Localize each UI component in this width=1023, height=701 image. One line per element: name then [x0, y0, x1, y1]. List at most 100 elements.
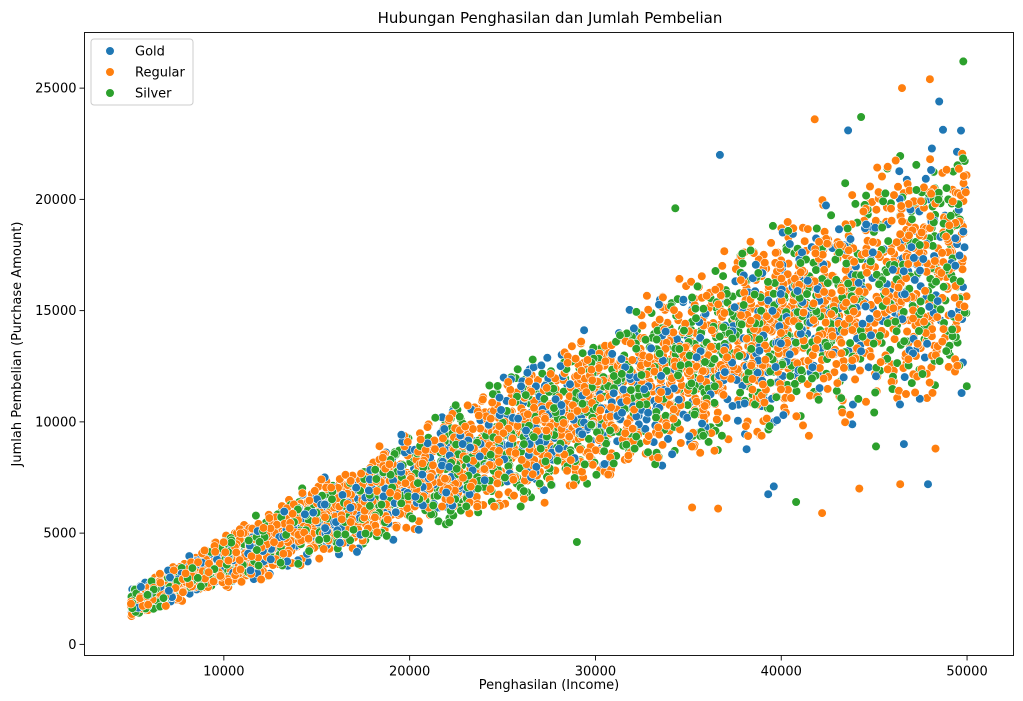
- data-point: [524, 376, 534, 387]
- data-point: [422, 422, 433, 432]
- data-point: [783, 269, 793, 279]
- data-point: [776, 274, 787, 284]
- data-point: [739, 398, 750, 409]
- data-point: [857, 319, 868, 329]
- data-point: [465, 443, 475, 453]
- data-point: [745, 237, 756, 247]
- data-point: [204, 567, 214, 577]
- data-point: [455, 412, 465, 422]
- data-point: [880, 188, 891, 198]
- data-point: [891, 326, 902, 336]
- data-point: [679, 326, 689, 336]
- data-point: [760, 355, 771, 365]
- data-point: [414, 525, 424, 535]
- data-point: [607, 349, 617, 359]
- data-point: [308, 507, 318, 518]
- data-point: [715, 332, 725, 342]
- data-point: [747, 374, 758, 384]
- data-point: [872, 163, 882, 173]
- data-point: [580, 459, 590, 470]
- data-point: [416, 434, 426, 445]
- data-point: [521, 390, 531, 400]
- data-point: [599, 446, 609, 456]
- data-point: [519, 439, 529, 449]
- data-point: [304, 496, 315, 506]
- data-point: [822, 239, 832, 249]
- data-point: [484, 380, 495, 391]
- data-point: [862, 268, 872, 278]
- data-point: [700, 357, 710, 367]
- data-point: [746, 316, 756, 326]
- data-point: [751, 260, 761, 270]
- data-point: [684, 431, 694, 441]
- data-point: [266, 554, 276, 564]
- data-point: [903, 354, 913, 364]
- data-point: [944, 220, 954, 230]
- data-point: [735, 388, 745, 398]
- data-point: [709, 354, 720, 364]
- data-point: [629, 323, 639, 334]
- data-point: [946, 211, 956, 221]
- data-point: [340, 470, 351, 480]
- data-point: [915, 394, 925, 404]
- data-point: [636, 370, 647, 380]
- data-point: [364, 485, 374, 496]
- data-point: [952, 361, 962, 371]
- data-point: [332, 529, 342, 539]
- data-point: [912, 339, 923, 349]
- data-point: [258, 523, 269, 533]
- data-point: [847, 355, 857, 365]
- data-point: [741, 421, 751, 431]
- data-point: [897, 216, 907, 226]
- data-point: [866, 256, 876, 267]
- data-point: [936, 268, 946, 278]
- data-point: [486, 450, 496, 460]
- data-point: [208, 576, 219, 587]
- data-point: [519, 486, 529, 496]
- data-point: [950, 293, 960, 303]
- data-point: [810, 343, 821, 353]
- data-point: [675, 360, 686, 370]
- data-point: [819, 265, 829, 275]
- data-point: [691, 313, 701, 323]
- data-point: [458, 473, 468, 483]
- data-point: [915, 296, 926, 307]
- data-point: [224, 577, 234, 587]
- data-point: [845, 410, 855, 420]
- data-point: [310, 486, 320, 496]
- data-point: [494, 421, 504, 431]
- data-point: [710, 266, 721, 276]
- data-point: [745, 245, 756, 255]
- data-point: [360, 528, 371, 539]
- data-point: [314, 553, 324, 564]
- data-point: [143, 600, 153, 610]
- data-point: [247, 551, 257, 561]
- data-point: [278, 549, 289, 559]
- data-point: [837, 407, 847, 418]
- data-point: [836, 338, 847, 348]
- data-point: [916, 306, 926, 316]
- data-point: [776, 338, 786, 349]
- points-layer: [126, 56, 972, 621]
- data-point: [529, 432, 539, 442]
- data-point: [950, 233, 960, 243]
- data-point: [365, 501, 375, 511]
- data-point: [914, 326, 924, 336]
- data-point: [396, 430, 407, 440]
- data-point: [577, 429, 587, 439]
- data-point: [839, 327, 849, 337]
- data-point: [939, 282, 949, 292]
- data-point: [749, 289, 760, 300]
- data-point: [653, 452, 663, 463]
- data-point: [747, 385, 758, 395]
- data-point: [741, 444, 752, 454]
- data-point: [400, 478, 411, 488]
- data-point: [438, 433, 448, 444]
- data-point: [697, 271, 707, 281]
- data-point: [575, 444, 585, 455]
- data-point: [861, 219, 871, 230]
- data-point: [215, 571, 225, 581]
- data-point: [346, 476, 356, 486]
- data-point: [304, 546, 314, 556]
- data-point: [810, 248, 821, 258]
